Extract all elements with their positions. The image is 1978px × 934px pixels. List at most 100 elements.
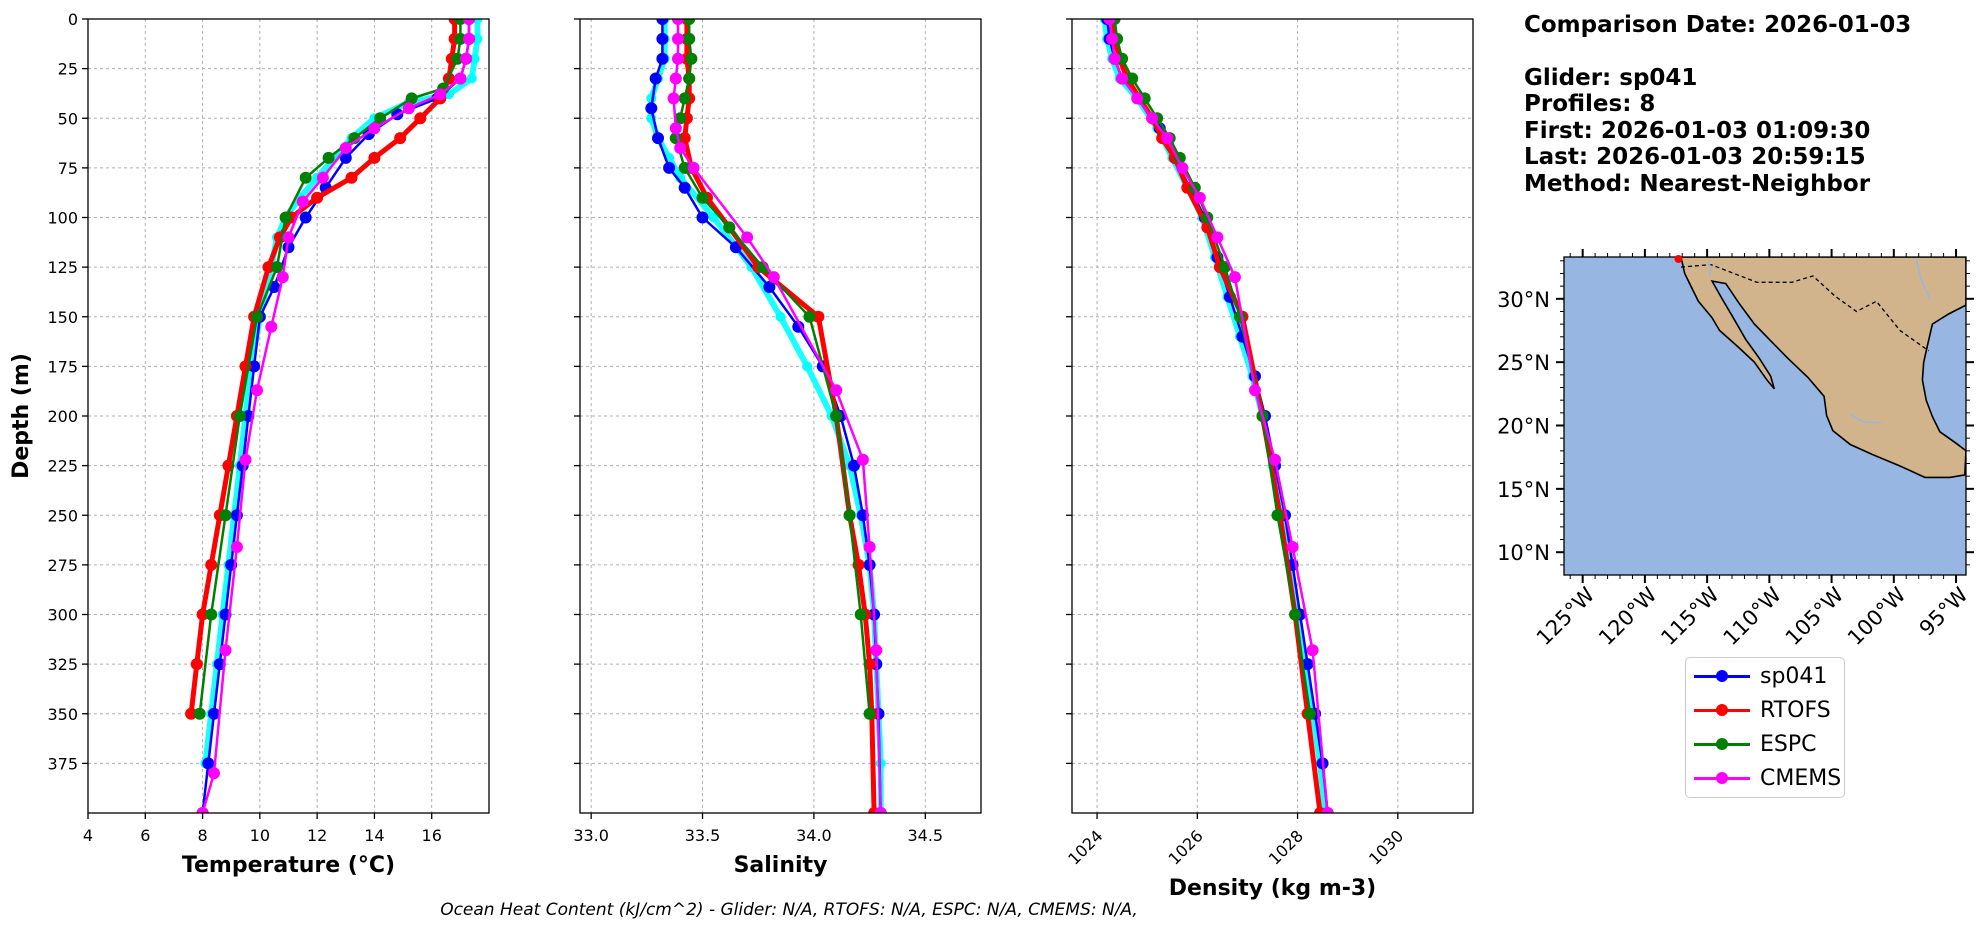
data-point-espc <box>205 608 218 621</box>
river <box>1707 260 1712 277</box>
profile-panel-3: 1024 1026 1028 1030 Density (kg m-3) <box>1064 18 1474 901</box>
legend-item-sp041: sp041 <box>1694 661 1827 691</box>
data-point-espc <box>322 151 335 164</box>
data-point-sp041 <box>792 320 805 333</box>
data-point-cmems <box>1161 132 1174 145</box>
y-tick-label: 125 <box>47 258 78 277</box>
legend-swatch <box>1694 661 1750 691</box>
data-point-rtofs <box>205 558 218 571</box>
x-tick-label: 10 <box>250 826 270 845</box>
data-point-cmems <box>219 644 232 657</box>
data-point-rtofs <box>414 112 427 125</box>
data-point-cmems <box>1108 52 1121 65</box>
map-lat-label: 30°N <box>1497 288 1550 312</box>
x-tick-label: 33.0 <box>573 826 609 845</box>
data-point-glider_raw <box>466 73 477 84</box>
glider-position-marker <box>1674 255 1683 263</box>
data-point-espc <box>678 161 691 174</box>
profile-panel-1: 4 6 8 10 12 14 16 0 25 50 75 100 125 150 175 200 225 250 2… <box>9 10 490 878</box>
data-point-cmems <box>434 88 447 101</box>
data-point-espc <box>830 410 843 422</box>
data-point-sp041 <box>202 757 215 770</box>
data-point-espc <box>683 72 696 85</box>
data-point-espc <box>1233 310 1246 323</box>
data-point-sp041 <box>339 151 352 164</box>
map-lon-label: 100°W <box>1843 582 1911 650</box>
data-point-sp041 <box>649 72 662 85</box>
data-point-cmems <box>669 72 682 85</box>
glider-name: Glider: sp041 <box>1524 64 1698 91</box>
map-lat-label: 25°N <box>1497 351 1550 375</box>
data-point-cmems <box>463 32 475 45</box>
land <box>1680 257 1966 479</box>
data-point-cmems <box>1146 112 1159 125</box>
data-point-glider_raw <box>802 361 813 372</box>
series-line-glider_raw <box>202 19 481 764</box>
river <box>1915 258 1931 300</box>
comparison-info: Comparison Date: 2026-01-03 Glider: sp041… <box>1524 12 1911 197</box>
series-line-espc <box>1113 19 1312 714</box>
y-tick-label: 350 <box>47 705 78 724</box>
legend-item-cmems: CMEMS <box>1694 763 1841 793</box>
x-tick-label: 33.5 <box>685 826 721 845</box>
y-tick-label: 100 <box>47 209 78 228</box>
data-point-rtofs <box>394 132 407 145</box>
data-point-cmems <box>1103 19 1116 25</box>
series-line-cmems <box>1108 19 1329 813</box>
y-axis-label: Depth (m) <box>9 353 34 479</box>
series-line-espc <box>198 19 462 714</box>
data-point-glider_raw <box>775 311 786 322</box>
y-tick-label: 375 <box>47 754 78 773</box>
data-point-rtofs <box>185 707 198 720</box>
data-point-sp041 <box>848 459 860 472</box>
y-tick-label: 75 <box>58 159 78 178</box>
data-point-cmems <box>1211 231 1224 244</box>
data-point-cmems <box>672 19 684 25</box>
data-point-cmems <box>741 231 754 244</box>
data-point-cmems <box>316 171 329 184</box>
map-inset: 30°N 25°N 20°N 15°N 10°N 125°W120°W115°W110°W… <box>1497 249 1974 650</box>
x-tick-label: 8 <box>197 826 207 845</box>
data-point-espc <box>1304 707 1317 720</box>
data-point-espc <box>674 112 687 125</box>
data-point-sp041 <box>645 102 658 115</box>
data-point-espc <box>1271 509 1284 522</box>
map-lon-label: 95°W <box>1915 582 1973 640</box>
map-lat-label: 10°N <box>1497 541 1550 565</box>
data-point-cmems <box>208 767 220 780</box>
country-border <box>1680 263 1930 352</box>
lake <box>1849 413 1882 424</box>
data-point-cmems <box>874 807 887 813</box>
data-point-cmems <box>1269 453 1281 466</box>
x-tick-label: 34.5 <box>907 826 943 845</box>
profiles-count: Profiles: 8 <box>1524 91 1656 117</box>
data-point-cmems <box>767 271 780 284</box>
data-point-espc <box>683 32 696 45</box>
data-point-espc <box>251 310 263 323</box>
legend-swatch <box>1694 729 1750 759</box>
x-tick-label: 16 <box>422 826 442 845</box>
data-point-cmems <box>230 541 243 553</box>
data-point-espc <box>854 608 867 621</box>
data-point-cmems <box>1249 384 1261 397</box>
data-point-cmems <box>368 122 381 135</box>
ohc-footer: Ocean Heat Content (kJ/cm^2) - Glider: N… <box>440 900 1138 920</box>
data-point-cmems <box>282 231 295 244</box>
y-tick-label: 150 <box>47 308 78 327</box>
y-tick-label: 325 <box>47 655 78 674</box>
data-point-sp041 <box>652 132 664 145</box>
map-lon-label: 120°W <box>1594 582 1662 650</box>
data-point-cmems <box>1116 72 1129 85</box>
y-tick-label: 225 <box>47 457 78 476</box>
data-point-cmems <box>463 19 475 25</box>
data-point-espc <box>279 211 292 224</box>
data-point-glider_raw <box>472 19 483 24</box>
data-point-cmems <box>687 161 700 174</box>
data-point-espc <box>685 52 698 65</box>
data-point-rtofs <box>262 261 275 274</box>
y-tick-label: 200 <box>47 407 78 426</box>
data-point-cmems <box>276 271 289 284</box>
data-point-espc <box>1289 608 1302 621</box>
data-point-espc <box>678 92 691 105</box>
x-axis-label: Salinity <box>734 853 828 878</box>
